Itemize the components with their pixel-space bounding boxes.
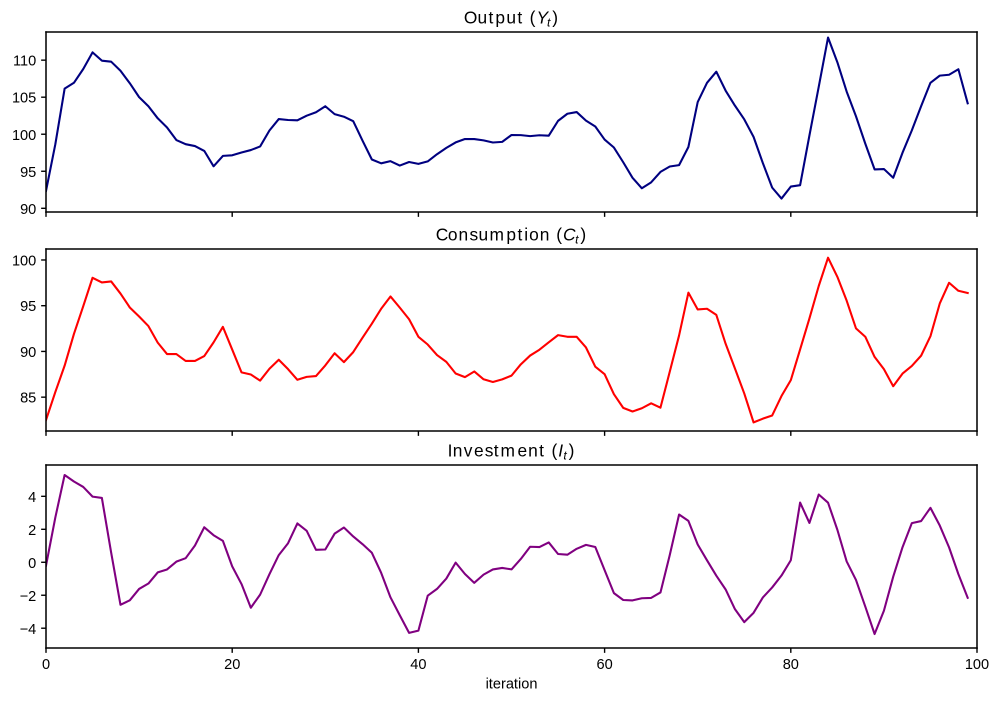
svg-text:95: 95 [20,299,36,315]
svg-text:95: 95 [20,165,36,181]
svg-text:−4: −4 [20,622,37,638]
svg-text:90: 90 [20,345,36,361]
svg-text:0: 0 [42,657,50,673]
svg-text:20: 20 [224,657,240,673]
svg-text:85: 85 [20,391,36,407]
svg-text:110: 110 [13,54,36,70]
svg-text:O u t p: O u t p u t ( ) Y t [464,3,564,29]
svg-text:40: 40 [410,657,426,673]
svg-text:2: 2 [28,523,36,539]
svg-text:C o n s: C o n s u m p t i o n ( ) C t [436,220,592,246]
svg-text:60: 60 [596,657,612,673]
svg-text:100: 100 [965,657,989,673]
svg-text:90: 90 [20,202,36,218]
svg-text:105: 105 [12,91,36,107]
svg-text:100: 100 [12,254,36,270]
svg-text:80: 80 [783,657,799,673]
svg-text:0: 0 [28,556,36,572]
svg-text:100: 100 [12,128,36,144]
svg-text:−2: −2 [20,589,37,605]
svg-text:iteration: iteration [486,676,538,692]
svg-text:4: 4 [28,490,36,506]
svg-text:I n v e: I n v e s t m e n t ( ) I t [448,436,580,462]
